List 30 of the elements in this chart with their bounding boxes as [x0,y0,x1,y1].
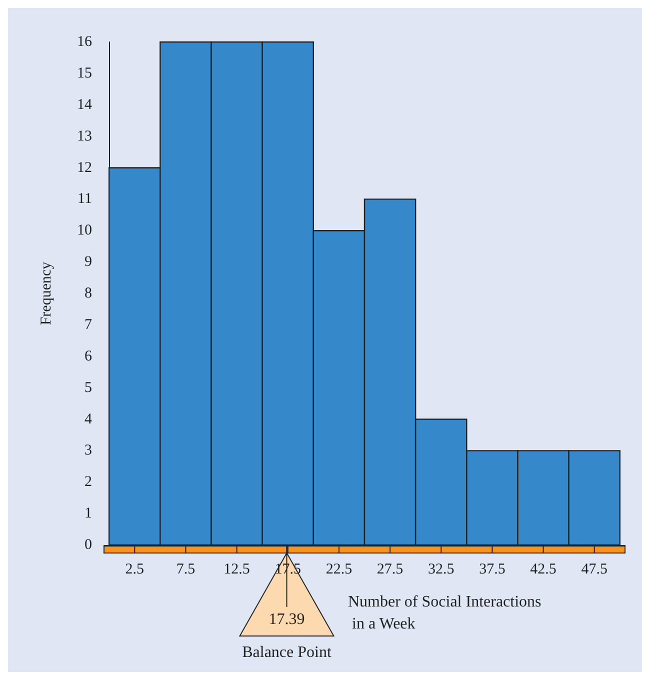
y-tick-label: 14 [77,96,92,113]
x-tick-label: 12.5 [224,562,250,578]
y-tick-label: 13 [77,128,92,144]
y-tick-label: 3 [84,442,92,459]
x-tick-label: 22.5 [326,562,352,578]
y-tick-label: 0 [84,537,92,553]
y-tick-label: 6 [84,348,92,364]
y-tick-label: 16 [77,34,92,50]
y-tick-label: 9 [84,254,92,270]
x-tick-label: 2.5 [125,562,144,578]
y-tick-label: 1 [84,506,92,522]
y-tick-label: 2 [84,474,92,490]
y-tick-label: 8 [84,286,92,302]
y-tick-label: 4 [84,411,92,428]
y-axis-title: Frequency [38,261,54,326]
x-tick-label: 47.5 [581,562,608,578]
x-tick-label: 7.5 [176,562,196,578]
y-tick-label: 12 [77,160,92,176]
x-axis-title: Number of Social Interactions in a Week [348,594,542,632]
y-tick-label: 5 [84,380,92,396]
x-tick-label: 42.5 [530,562,556,578]
x-tick-label: 27.5 [376,562,404,578]
annotation: 17.39 [268,611,305,628]
y-tick-label: 15 [77,65,92,82]
text: Balance Point [242,644,332,661]
x-tick-label: 37.5 [479,562,506,578]
y-tick-label: 10 [77,222,92,239]
y-tick-label: 11 [78,191,92,208]
x-tick-label: 32.5 [428,562,454,578]
y-tick-label: 7 [84,316,92,333]
